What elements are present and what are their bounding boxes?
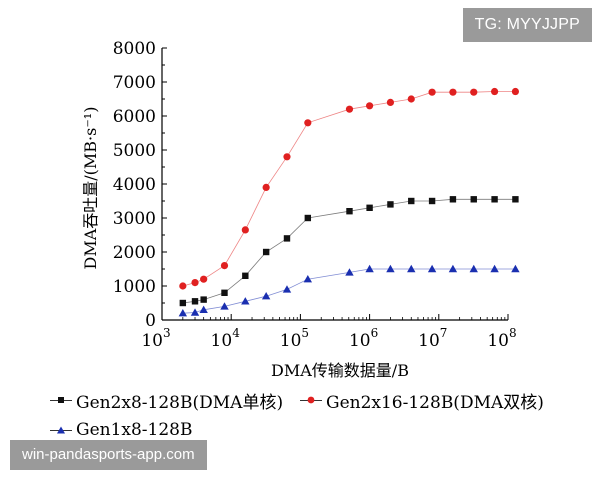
legend-label: Gen1x8-128B [76, 420, 193, 440]
point-triangle [199, 305, 208, 313]
point-circle [470, 88, 478, 96]
point-square [346, 208, 353, 215]
legend-item-triangle: Gen1x8-128B [50, 420, 193, 440]
point-square [221, 289, 228, 296]
x-axis-label: DMA传输数据量/B [271, 361, 409, 380]
y-tick-label: 3000 [113, 209, 156, 229]
x-tick-exponent: 4 [232, 326, 240, 340]
point-triangle [241, 297, 250, 305]
point-triangle [407, 264, 416, 273]
point-triangle [220, 302, 229, 310]
series-markers [178, 87, 520, 317]
legend-label: Gen2x8-128B(DMA单核) [76, 393, 284, 413]
series-lines [182, 91, 516, 314]
point-triangle [190, 308, 200, 316]
point-square [512, 196, 519, 203]
x-tick-exponent: 7 [440, 326, 448, 340]
point-circle [490, 87, 499, 96]
y-tick-label: 5000 [113, 141, 156, 161]
point-square [262, 248, 270, 256]
point-circle [179, 282, 187, 290]
series-line-2 [182, 268, 516, 314]
point-triangle [365, 264, 374, 273]
x-tick-label: 105 [280, 326, 309, 351]
legend-line-icon [50, 426, 72, 433]
y-tick-label: 4000 [113, 175, 156, 195]
point-circle [191, 279, 199, 287]
point-triangle [386, 264, 395, 273]
point-square [304, 214, 312, 222]
point-triangle [261, 292, 271, 300]
point-square [387, 201, 394, 208]
x-tick-label: 108 [487, 326, 516, 351]
legend-item-circle: Gen2x16-128B(DMA双核) [300, 388, 544, 413]
point-circle [200, 275, 208, 283]
watermark-top: TG: MYYJJPP [462, 8, 592, 42]
series-line-1 [182, 91, 516, 287]
point-square [408, 197, 415, 205]
x-tick-exponent: 6 [371, 326, 379, 340]
point-square [283, 235, 291, 242]
point-triangle [178, 309, 188, 317]
point-triangle [490, 264, 499, 273]
point-triangle [427, 264, 437, 273]
point-triangle [469, 264, 478, 273]
point-circle [283, 153, 291, 161]
point-circle [241, 226, 249, 234]
legend-item-square: Gen2x8-128B(DMA单核) [50, 388, 283, 413]
point-square [491, 196, 498, 203]
watermark-bottom: win-pandasports-app.com [10, 440, 207, 470]
point-square [191, 298, 199, 305]
point-triangle [303, 275, 313, 283]
point-circle [345, 105, 354, 113]
point-circle [386, 98, 395, 106]
point-circle [511, 87, 520, 96]
point-square [449, 196, 457, 203]
point-triangle [282, 285, 292, 293]
x-tick-label: 104 [211, 326, 241, 351]
y-axis-label: DMA吞吐量/(MB·s⁻¹) [81, 107, 100, 270]
y-tick-label: 1000 [113, 277, 156, 297]
x-tick-exponent: 5 [301, 326, 309, 340]
y-tick-label: 0 [145, 311, 156, 331]
legend-line-icon [50, 397, 72, 403]
point-circle [366, 102, 374, 110]
point-square [428, 197, 436, 205]
point-circle [428, 88, 436, 96]
y-tick-label: 7000 [113, 73, 156, 93]
point-square [179, 299, 187, 307]
point-circle [220, 262, 229, 270]
y-tick-label: 6000 [113, 107, 156, 127]
point-triangle [448, 264, 458, 273]
point-circle [407, 95, 415, 103]
point-square [242, 272, 249, 279]
point-square [366, 204, 373, 211]
point-square [470, 196, 477, 203]
point-circle [262, 183, 270, 191]
x-tick-label: 106 [349, 326, 378, 351]
y-tick-label: 8000 [113, 39, 156, 59]
x-tick-label: 107 [418, 326, 447, 351]
point-circle [304, 119, 312, 127]
point-square [200, 296, 207, 303]
legend-line-icon [300, 396, 322, 404]
point-triangle [511, 264, 520, 273]
legend-label: Gen2x16-128B(DMA双核) [326, 393, 544, 413]
point-triangle [345, 268, 354, 276]
x-tick-exponent: 3 [163, 326, 171, 340]
point-circle [449, 88, 457, 96]
y-tick-label: 2000 [113, 243, 156, 263]
x-tick-exponent: 8 [509, 326, 517, 340]
